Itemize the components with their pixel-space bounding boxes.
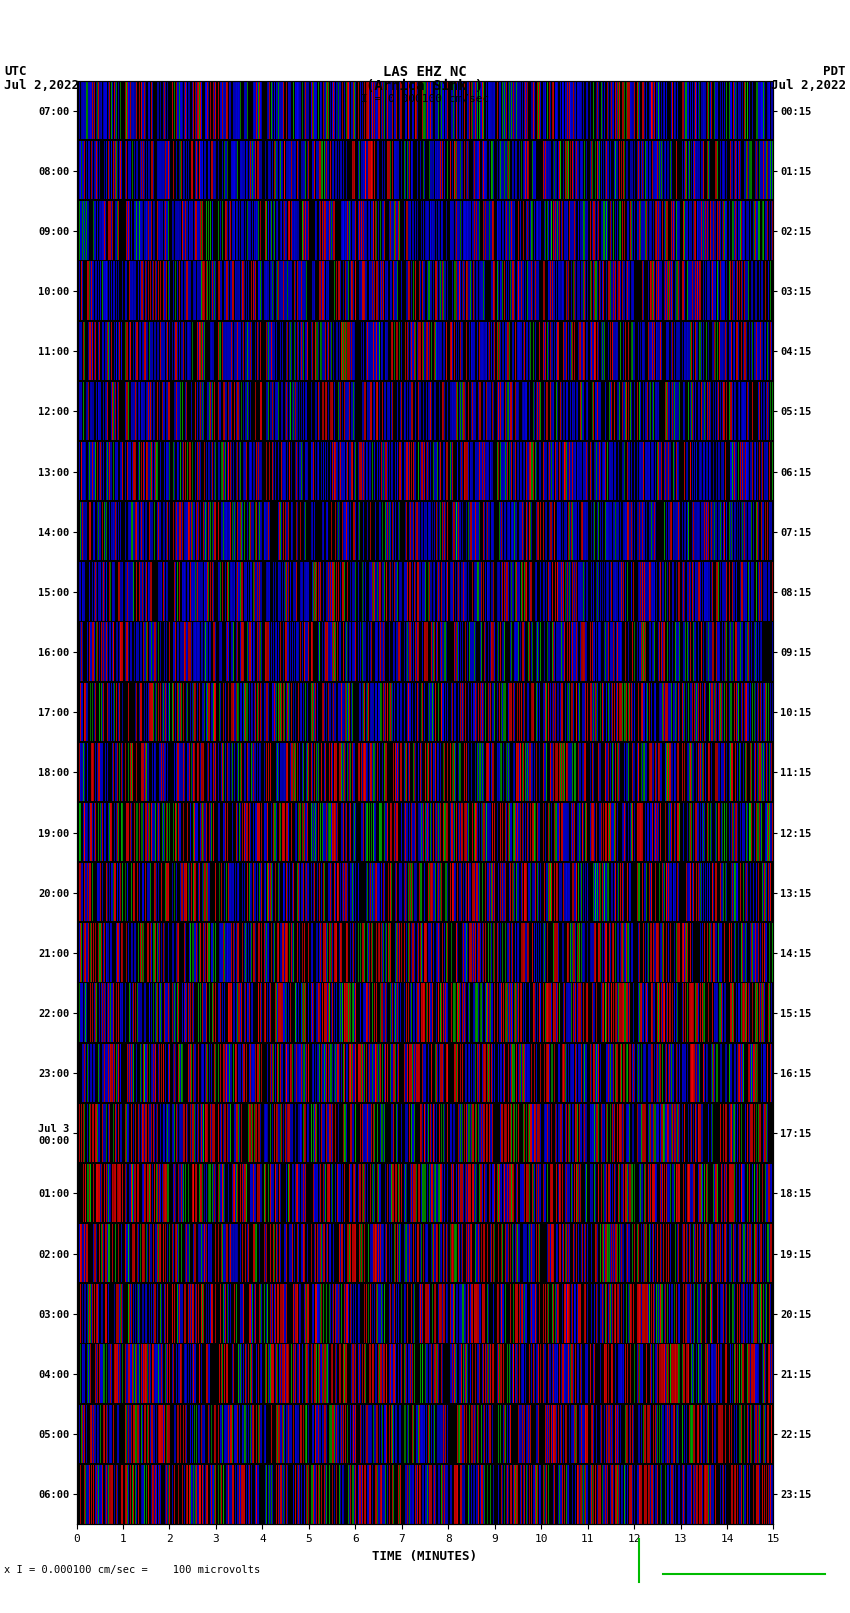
Text: PDT: PDT [824,65,846,77]
Text: I = 0.000100 cm/sec: I = 0.000100 cm/sec [361,94,489,103]
X-axis label: TIME (MINUTES): TIME (MINUTES) [372,1550,478,1563]
Text: Jul 2,2022: Jul 2,2022 [4,79,79,92]
Text: (Arnica Sink ): (Arnica Sink ) [366,79,484,94]
Text: Jul 2,2022: Jul 2,2022 [771,79,846,92]
Text: x I = 0.000100 cm/sec =    100 microvolts: x I = 0.000100 cm/sec = 100 microvolts [4,1565,260,1574]
Text: LAS EHZ NC: LAS EHZ NC [383,65,467,79]
Text: UTC: UTC [4,65,26,77]
